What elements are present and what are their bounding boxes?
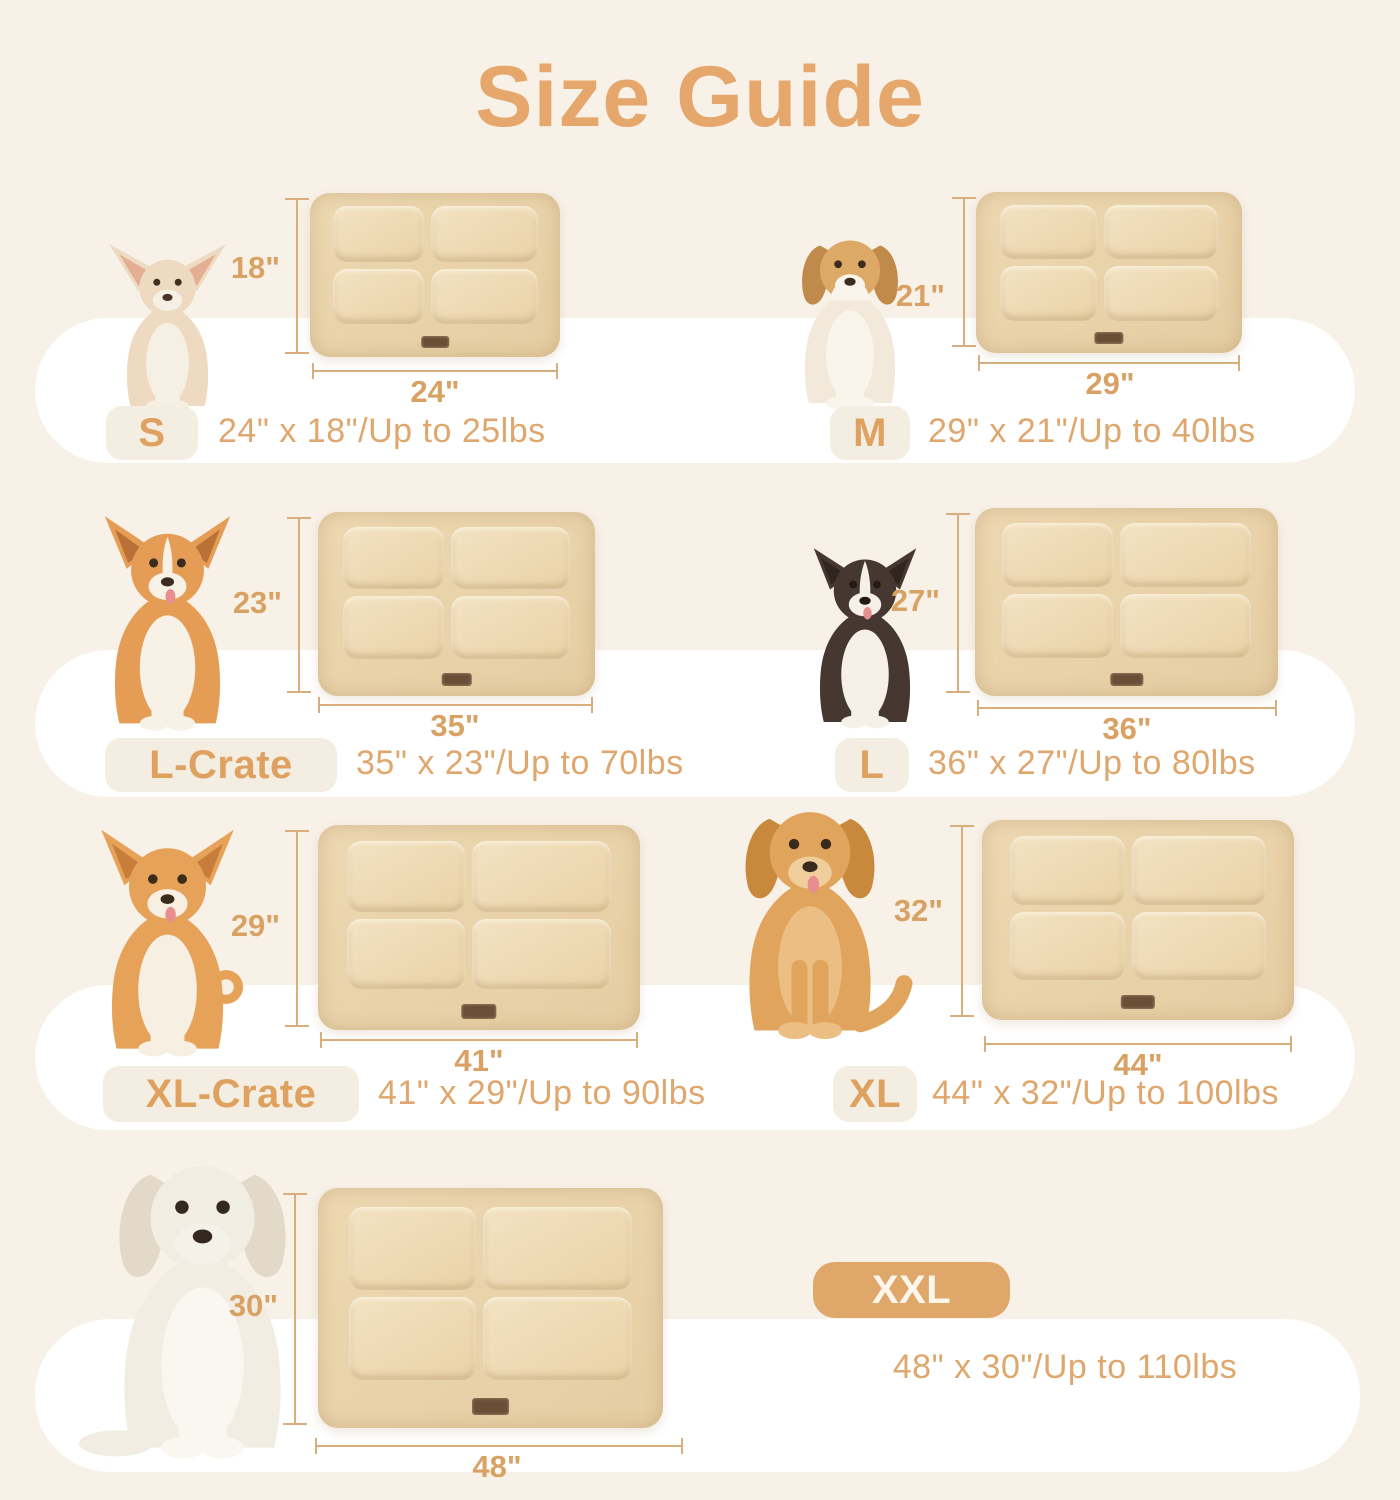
height-dimension-line <box>946 513 970 693</box>
width-dimension-line <box>984 1036 1292 1052</box>
height-dimension-label: 27" <box>890 583 940 618</box>
height-dimension-line <box>950 825 974 1017</box>
mat-large <box>975 508 1278 696</box>
width-dimension-line <box>315 1438 683 1454</box>
size-description-xxl: 48" x 30"/Up to 110lbs <box>892 1348 1238 1386</box>
mat-xl-crate <box>318 825 640 1030</box>
width-dimension-line <box>320 1032 638 1048</box>
mat-medium <box>976 192 1242 353</box>
brand-tag <box>461 1004 497 1019</box>
size-badge-xl-crate: XL-Crate <box>103 1066 359 1122</box>
height-dimension-label: 23" <box>232 585 282 620</box>
size-badge-l-crate: L-Crate <box>105 738 337 792</box>
height-dimension-line <box>952 197 976 347</box>
width-dimension-label: 41" <box>454 1043 504 1078</box>
width-dimension-line <box>978 355 1240 371</box>
size-badge-xl: XL <box>833 1066 917 1122</box>
border-collie-photo <box>790 480 940 732</box>
width-dimension-line <box>318 697 593 713</box>
white-retriever-photo <box>70 1140 335 1465</box>
mat-small <box>310 193 560 357</box>
width-dimension-label: 29" <box>1085 366 1135 401</box>
shiba-inu-photo <box>75 793 260 1061</box>
size-description-l-crate: 35" x 23"/Up to 70lbs <box>356 744 684 782</box>
width-dimension-label: 48" <box>472 1449 522 1484</box>
brand-tag <box>1109 672 1144 686</box>
brand-tag <box>1120 995 1156 1009</box>
height-dimension-label: 32" <box>893 893 943 928</box>
width-dimension-label: 24" <box>410 374 460 409</box>
size-badge-m: M <box>830 406 910 460</box>
height-dimension-label: 29" <box>230 908 280 943</box>
width-dimension-line <box>977 700 1277 716</box>
size-badge-l: L <box>835 738 909 792</box>
width-dimension-label: 35" <box>430 708 480 743</box>
height-dimension-line <box>285 830 309 1027</box>
brand-tag <box>1094 332 1124 345</box>
mat-xl <box>982 820 1294 1020</box>
width-dimension-label: 36" <box>1102 711 1152 746</box>
size-description-l: 36" x 27"/Up to 80lbs <box>928 744 1256 782</box>
size-description-s: 24" x 18"/Up to 25lbs <box>218 412 546 450</box>
mat-xxl <box>318 1188 663 1428</box>
havanese-puppy-photo <box>775 163 925 413</box>
corgi-photo <box>80 485 255 735</box>
size-badge-xxl: XXL <box>813 1262 1010 1318</box>
height-dimension-label: 21" <box>895 278 945 313</box>
size-description-xl-crate: 41" x 29"/Up to 90lbs <box>378 1074 706 1112</box>
height-dimension-line <box>283 1193 307 1425</box>
chihuahua-photo <box>100 190 235 415</box>
height-dimension-line <box>285 198 309 354</box>
height-dimension-label: 30" <box>228 1288 278 1323</box>
brand-tag <box>471 1398 510 1415</box>
page-title: Size Guide <box>475 49 925 145</box>
mat-l-crate <box>318 512 595 696</box>
height-dimension-line <box>287 517 311 693</box>
width-dimension-line <box>312 363 558 379</box>
size-badge-s: S <box>106 406 198 460</box>
size-description-xl: 44" x 32"/Up to 100lbs <box>932 1074 1280 1112</box>
brand-tag <box>441 673 472 686</box>
size-description-m: 29" x 21"/Up to 40lbs <box>928 412 1256 450</box>
golden-retriever-photo <box>695 792 925 1044</box>
brand-tag <box>421 335 449 348</box>
height-dimension-label: 18" <box>230 250 280 285</box>
width-dimension-label: 44" <box>1113 1047 1163 1082</box>
